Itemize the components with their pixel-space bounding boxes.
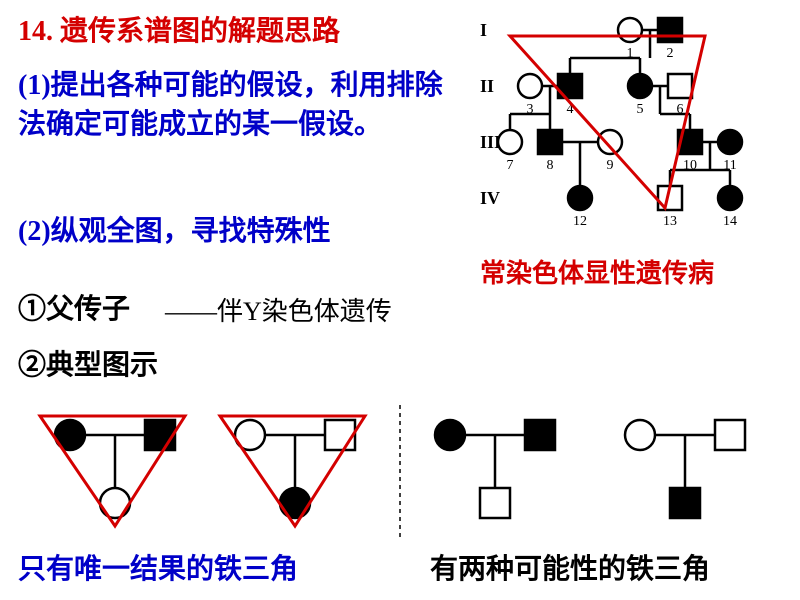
svg-text:5: 5 [637,102,644,117]
line-father-to-son: ①父传子 [18,290,130,329]
caption-two-possibilities: 有两种可能性的铁三角 [430,550,710,589]
line-y-linked: ——伴Y染色体遗传 [165,294,392,330]
svg-text:10: 10 [683,158,697,173]
paragraph-1: (1)提出各种可能的假设，利用排除法确定可能成立的某一假设。 [18,66,448,144]
svg-text:8: 8 [547,158,554,173]
pedigree-diagram-main: IIIIIIIV1234567891011121314 [470,8,790,238]
pedigree-diagrams-mini [10,400,790,550]
svg-text:14: 14 [723,214,737,229]
svg-text:9: 9 [607,158,614,173]
caption-unique-result: 只有唯一结果的铁三角 [18,550,298,589]
svg-text:11: 11 [723,158,736,173]
svg-text:6: 6 [677,102,684,117]
line-typical-diagrams: ②典型图示 [18,346,158,385]
svg-text:7: 7 [507,158,514,173]
svg-text:3: 3 [527,102,534,117]
page-title: 14. 遗传系谱图的解题思路 [18,12,340,51]
svg-text:2: 2 [667,46,674,61]
annotation-autosomal-dominant: 常染色体显性遗传病 [480,256,714,292]
svg-text:12: 12 [573,214,587,229]
paragraph-2: (2)纵观全图，寻找特殊性 [18,212,331,251]
svg-text:13: 13 [663,214,677,229]
svg-text:I: I [480,20,487,40]
svg-text:1: 1 [627,46,634,61]
svg-text:IV: IV [480,188,500,208]
svg-text:II: II [480,76,494,96]
